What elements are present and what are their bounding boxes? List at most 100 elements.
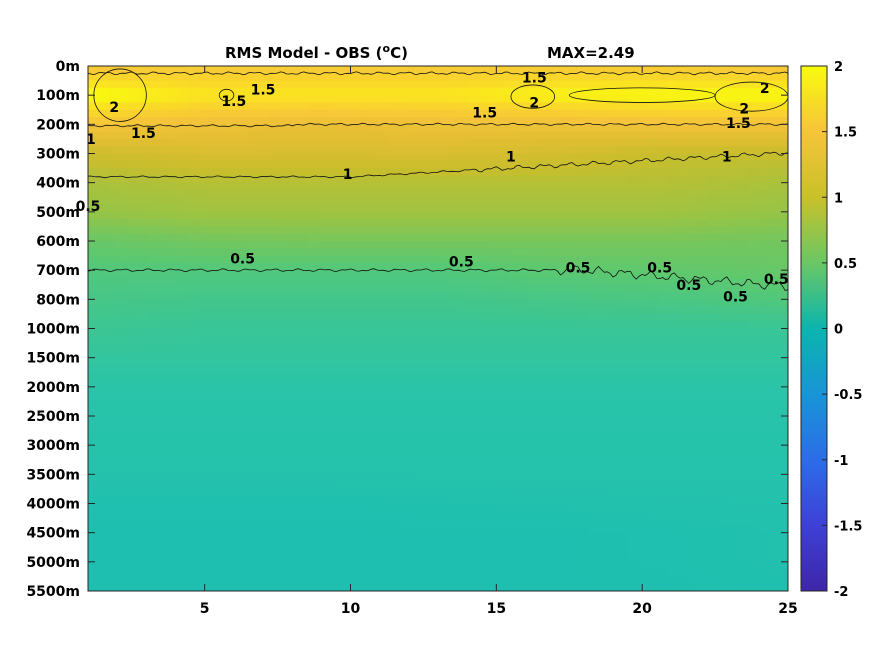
- heatmap-cell: [218, 510, 229, 519]
- heatmap-cell: [608, 219, 619, 228]
- heatmap-cell: [378, 146, 389, 155]
- heatmap-cell: [588, 452, 599, 461]
- heatmap-cell: [568, 313, 579, 322]
- heatmap-cell: [138, 241, 149, 249]
- heatmap-cell: [258, 357, 269, 366]
- heatmap-cell: [258, 343, 269, 351]
- heatmap-cell: [758, 488, 769, 497]
- heatmap-cell: [418, 518, 429, 526]
- heatmap-cell: [278, 204, 289, 213]
- heatmap-cell: [338, 102, 349, 111]
- heatmap-cell: [238, 510, 249, 519]
- heatmap-cell: [368, 503, 379, 512]
- heatmap-cell: [458, 131, 469, 140]
- heatmap-cell: [728, 488, 739, 497]
- heatmap-cell: [108, 277, 119, 286]
- heatmap-cell: [398, 547, 409, 556]
- heatmap-cell: [98, 51, 109, 59]
- heatmap-cell: [658, 488, 669, 497]
- heatmap-cell: [438, 561, 449, 570]
- heatmap-cell: [538, 66, 549, 74]
- heatmap-cell: [618, 416, 629, 424]
- heatmap-cell: [458, 554, 469, 563]
- heatmap-cell: [118, 306, 129, 315]
- heatmap-cell: [88, 364, 99, 373]
- heatmap-cell: [558, 277, 569, 286]
- heatmap-cell: [668, 525, 679, 534]
- heatmap-cell: [338, 313, 349, 322]
- heatmap-cell: [658, 248, 669, 257]
- heatmap-cell: [588, 313, 599, 322]
- heatmap-cell: [498, 496, 509, 505]
- heatmap-cell: [318, 569, 329, 578]
- heatmap-cell: [288, 182, 299, 191]
- heatmap-cell: [508, 561, 519, 570]
- heatmap-cell: [558, 525, 569, 534]
- heatmap-cell: [208, 539, 219, 548]
- heatmap-cell: [468, 233, 479, 242]
- heatmap-cell: [728, 445, 739, 454]
- heatmap-cell: [118, 175, 129, 184]
- heatmap-cell: [578, 510, 589, 519]
- heatmap-cell: [468, 175, 479, 184]
- heatmap-cell: [588, 255, 599, 264]
- heatmap-cell: [668, 255, 679, 264]
- heatmap-cell: [718, 357, 729, 366]
- heatmap-cell: [558, 284, 569, 293]
- heatmap-cell: [158, 73, 169, 82]
- heatmap-cell: [188, 437, 199, 446]
- heatmap-cell: [678, 343, 689, 351]
- heatmap-cell: [138, 321, 149, 330]
- heatmap-cell: [738, 175, 749, 184]
- heatmap-cell: [558, 146, 569, 155]
- heatmap-cell: [188, 168, 199, 176]
- heatmap-cell: [568, 109, 579, 118]
- heatmap-cell: [638, 219, 649, 228]
- heatmap-cell: [248, 321, 259, 330]
- heatmap-cell: [318, 66, 329, 74]
- heatmap-cell: [528, 554, 539, 563]
- heatmap-cell: [508, 416, 519, 424]
- heatmap-cell: [138, 503, 149, 512]
- heatmap-cell: [548, 547, 559, 556]
- heatmap-cell: [578, 379, 589, 388]
- heatmap-cell: [638, 532, 649, 541]
- heatmap-cell: [468, 204, 479, 213]
- heatmap-cell: [218, 445, 229, 454]
- heatmap-cell: [728, 226, 739, 235]
- heatmap-cell: [378, 117, 389, 125]
- heatmap-cell: [148, 175, 159, 184]
- heatmap-cell: [318, 561, 329, 570]
- heatmap-cell: [398, 525, 409, 534]
- heatmap-cell: [598, 357, 609, 366]
- heatmap-cell: [148, 532, 159, 541]
- heatmap-cell: [618, 386, 629, 395]
- heatmap-cell: [688, 102, 699, 111]
- heatmap-cell: [238, 102, 249, 111]
- heatmap-cell: [678, 189, 689, 198]
- heatmap-cell: [518, 481, 529, 490]
- heatmap-cell: [708, 503, 719, 512]
- heatmap-cell: [568, 160, 579, 169]
- heatmap-cell: [748, 423, 759, 432]
- heatmap-cell: [258, 292, 269, 300]
- heatmap-cell: [368, 299, 379, 308]
- heatmap-cell: [528, 430, 539, 439]
- heatmap-cell: [358, 350, 369, 359]
- heatmap-cell: [538, 219, 549, 228]
- heatmap-cell: [318, 372, 329, 381]
- heatmap-cell: [288, 379, 299, 388]
- heatmap-cell: [728, 292, 739, 300]
- heatmap-cell: [758, 124, 769, 133]
- heatmap-cell: [738, 95, 749, 104]
- heatmap-cell: [178, 262, 189, 271]
- heatmap-cell: [738, 292, 749, 300]
- heatmap-cell: [418, 117, 429, 125]
- heatmap-cell: [298, 335, 309, 344]
- heatmap-cell: [478, 138, 489, 147]
- heatmap-cell: [198, 437, 209, 446]
- heatmap-cell: [338, 343, 349, 351]
- heatmap-cell: [778, 109, 788, 118]
- heatmap-cell: [398, 496, 409, 505]
- heatmap-cell: [598, 73, 609, 82]
